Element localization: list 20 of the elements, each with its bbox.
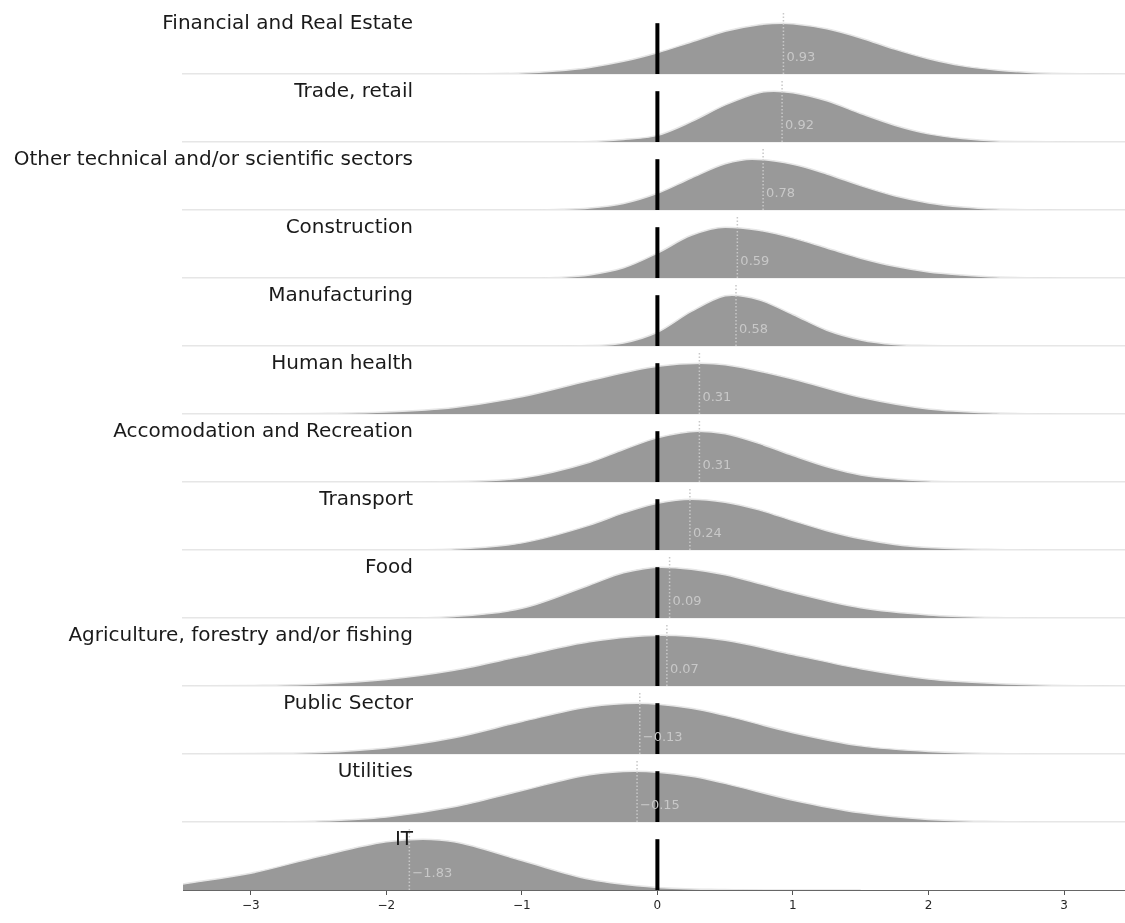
- chart-title: Trade, retail: [294, 78, 413, 102]
- chart-title: Human health: [271, 350, 413, 374]
- x-tick-label: −3: [241, 898, 260, 913]
- chart-title: IT: [394, 826, 413, 850]
- chart-title: Other technical and/or scientific sectors: [13, 146, 413, 170]
- chart-title: Agriculture, forestry and/or fishing: [68, 622, 413, 646]
- x-tick-label: 1: [789, 898, 797, 913]
- chart-title: Manufacturing: [268, 282, 413, 306]
- x-tick-label: 2: [924, 898, 933, 913]
- chart-title: Food: [365, 554, 413, 578]
- chart-title: Transport: [319, 486, 413, 510]
- chart-title: Utilities: [337, 758, 413, 782]
- chart-title: Public Sector: [283, 690, 413, 714]
- x-tick-label: 0: [653, 898, 662, 913]
- chart-title: Financial and Real Estate: [162, 10, 413, 34]
- chart-title: Construction: [285, 214, 413, 238]
- x-tick-label: −2: [377, 898, 396, 913]
- x-tick-label: −1: [513, 898, 531, 913]
- chart-title: Accomodation and Recreation: [113, 418, 413, 442]
- x-tick-label: 3: [1060, 898, 1068, 913]
